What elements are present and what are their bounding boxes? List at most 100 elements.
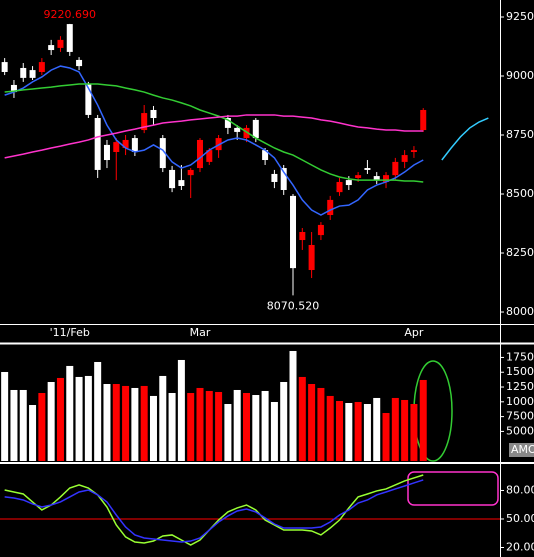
candle-body xyxy=(392,161,399,176)
volume-bar xyxy=(94,361,102,461)
volume-bar xyxy=(224,404,232,461)
y-tick-label: 80.00 xyxy=(506,483,534,496)
candle-body xyxy=(29,70,36,78)
candle-body xyxy=(317,224,324,236)
volume-bar xyxy=(38,392,46,461)
candle-body xyxy=(280,168,287,190)
moving-average xyxy=(4,114,424,159)
y-tick-label: 8500 xyxy=(506,187,534,200)
candle-body xyxy=(131,138,138,152)
volume-bar xyxy=(19,389,27,461)
volume-bar xyxy=(363,404,371,461)
candle-body xyxy=(336,181,343,193)
candle-body xyxy=(178,180,185,186)
y-tick-label: 7500 xyxy=(506,410,534,423)
volume-bar xyxy=(345,403,353,461)
volume-bar xyxy=(159,375,167,461)
volume-bar xyxy=(354,401,362,461)
volume-bar xyxy=(215,391,223,461)
moving-average xyxy=(4,65,424,216)
volume-label: AMO xyxy=(511,443,534,456)
volume-bar xyxy=(10,389,18,461)
candle-body xyxy=(85,84,92,115)
candle-body xyxy=(290,195,297,269)
volume-bar xyxy=(103,384,111,461)
volume-bar xyxy=(233,389,241,461)
y-tick-label: 17500 xyxy=(506,350,534,363)
candle-body xyxy=(150,109,157,119)
volume-bar xyxy=(112,384,120,461)
y-tick-label: 50.00 xyxy=(506,512,534,525)
y-tick-label: 5000 xyxy=(506,424,534,437)
y-tick-label: 8750 xyxy=(506,128,534,141)
volume-bar xyxy=(419,379,427,461)
volume-bar xyxy=(373,397,381,461)
volume-bar xyxy=(243,392,250,461)
y-tick-label: 9000 xyxy=(506,69,534,82)
x-tick-label: '11/Feb xyxy=(50,326,90,339)
volume-bar xyxy=(280,381,288,461)
y-tick-label: 15000 xyxy=(506,365,534,378)
y-tick-label: 20.00 xyxy=(506,540,534,553)
candle-body xyxy=(327,199,334,216)
y-tick-label: 9250 xyxy=(506,10,534,23)
candle-body xyxy=(308,244,315,271)
candle-body xyxy=(103,144,110,161)
volume-bar xyxy=(326,395,334,461)
volume-bar xyxy=(270,401,278,461)
candle-body xyxy=(113,142,120,152)
candle-body xyxy=(243,127,250,139)
volume-bar xyxy=(261,390,269,461)
candle-body xyxy=(262,150,269,161)
candle-body xyxy=(57,39,64,48)
candle-body xyxy=(169,169,176,189)
candle-body xyxy=(271,173,278,182)
stochastic-line xyxy=(4,474,424,546)
volume-bar xyxy=(410,404,418,461)
annotation: 8070.520 xyxy=(267,299,320,312)
highlight-box xyxy=(407,471,499,506)
candle-body xyxy=(159,138,166,169)
y-tick-label: 8250 xyxy=(506,246,534,259)
candle-body xyxy=(206,150,213,162)
candle-body xyxy=(187,169,194,176)
x-tick-label: Mar xyxy=(190,326,211,339)
candle-body xyxy=(410,150,417,152)
volume-bar xyxy=(196,387,204,461)
volume-bar xyxy=(187,392,195,461)
volume-bar xyxy=(122,385,130,461)
candle-body xyxy=(196,139,203,169)
volume-bar xyxy=(75,376,83,461)
candle-body xyxy=(48,45,55,51)
stochastic-line xyxy=(4,479,424,543)
volume-bar xyxy=(47,381,55,461)
y-tick-label: 8000 xyxy=(506,305,534,318)
candle-body xyxy=(224,118,231,128)
candle-body xyxy=(299,232,306,241)
amo-label-box xyxy=(509,443,534,457)
moving-average xyxy=(441,117,489,161)
volume-bar xyxy=(84,375,92,461)
volume-bar xyxy=(131,387,139,461)
candle-body xyxy=(66,24,73,52)
candle-body xyxy=(10,84,17,93)
candle-body xyxy=(373,176,380,181)
volume-bar xyxy=(140,385,148,461)
volume-bar xyxy=(382,413,390,461)
candle-body xyxy=(252,119,259,139)
y-tick-label: 10000 xyxy=(506,395,534,408)
candle-body xyxy=(1,62,8,72)
candle-body xyxy=(401,155,408,162)
candle-body xyxy=(420,109,427,131)
volume-bar xyxy=(289,350,297,461)
candle-body xyxy=(383,175,390,182)
candle-body xyxy=(38,62,45,72)
annotation: 9220.690 xyxy=(44,8,97,21)
candle-body xyxy=(345,180,352,186)
volume-bar xyxy=(177,359,185,461)
volume-bar xyxy=(66,365,74,461)
candle-body xyxy=(234,127,241,132)
candle-body xyxy=(20,67,27,78)
x-tick-label: Apr xyxy=(404,326,424,339)
